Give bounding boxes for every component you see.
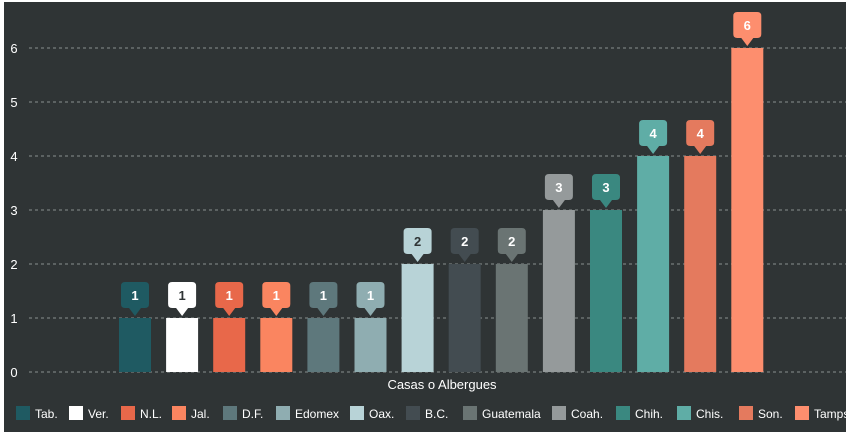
legend-item[interactable]: N.L. <box>121 406 162 421</box>
legend-label: Coah. <box>571 407 603 421</box>
x-axis-title: Casas o Albergues <box>387 377 497 392</box>
data-label-bubble <box>403 228 432 262</box>
legend-label: D.F. <box>242 407 263 421</box>
legend-swatch <box>223 406 237 420</box>
y-tick-label: 4 <box>10 149 17 164</box>
legend-label: Chih. <box>635 407 663 421</box>
legend-label: Tamps <box>814 407 846 421</box>
data-label-bubble <box>356 282 385 316</box>
chart-frame: 0 1 2 3 4 5 6 1 1 1 1 1 1 2 2 2 3 3 4 4 6 Casas o Albergues… <box>4 2 846 432</box>
data-label: 3 <box>602 180 609 195</box>
bar-chart: 0 1 2 3 4 5 6 1 1 1 1 1 1 2 2 2 3 3 4 4 6 Casas o Albergues… <box>10 12 846 421</box>
legend-label: Guatemala <box>482 407 541 421</box>
legend-label: Chis. <box>696 407 723 421</box>
legend-label: Jal. <box>191 407 210 421</box>
bar[interactable] <box>637 156 670 372</box>
data-label-bubble <box>309 282 338 316</box>
data-label: 1 <box>367 288 374 303</box>
data-label: 1 <box>273 288 280 303</box>
data-label: 1 <box>226 288 233 303</box>
y-tick-label: 3 <box>10 203 17 218</box>
data-label-bubble <box>168 282 197 316</box>
legend-item[interactable]: Tamps <box>795 406 846 421</box>
legend-label: Son. <box>758 407 783 421</box>
bar[interactable] <box>119 318 151 372</box>
data-label: 2 <box>461 234 468 249</box>
legend-item[interactable]: Jal. <box>172 406 210 421</box>
data-label: 3 <box>555 180 562 195</box>
legend-swatch <box>616 406 630 420</box>
legend-swatch <box>463 406 477 420</box>
legend-swatch <box>350 406 364 420</box>
legend-item[interactable]: Guatemala <box>463 406 541 421</box>
y-tick-label: 5 <box>10 95 17 110</box>
data-label-bubble <box>121 282 149 316</box>
data-label: 2 <box>508 234 515 249</box>
legend-item[interactable]: Tab. <box>16 406 58 421</box>
legend-swatch <box>172 406 186 420</box>
legend-item[interactable]: D.F. <box>223 406 263 421</box>
data-label: 1 <box>131 288 138 303</box>
legend-label: Oax. <box>369 407 394 421</box>
bar[interactable] <box>307 318 340 372</box>
bar[interactable] <box>166 318 199 372</box>
bar[interactable] <box>354 318 387 372</box>
data-label: 1 <box>178 288 185 303</box>
data-label-bubble <box>592 174 620 208</box>
data-label-bubble <box>497 228 526 262</box>
bar[interactable] <box>590 210 622 372</box>
data-label: 1 <box>320 288 327 303</box>
data-label: 6 <box>744 18 751 33</box>
data-label-bubble <box>262 282 291 316</box>
bar[interactable] <box>401 264 434 372</box>
legend-label: Edomex <box>295 407 339 421</box>
bar[interactable] <box>684 156 717 372</box>
bars-layer <box>119 48 764 372</box>
legend-swatch <box>406 406 420 420</box>
bar[interactable] <box>213 318 246 372</box>
data-label-bubble <box>733 12 762 46</box>
bar[interactable] <box>542 210 575 372</box>
legend-swatch <box>121 406 135 420</box>
legend-item[interactable]: Ver. <box>69 406 109 421</box>
y-tick-label: 1 <box>10 311 17 326</box>
legend-swatch <box>16 406 30 420</box>
legend-item[interactable]: Oax. <box>350 406 394 421</box>
data-label-bubble <box>544 174 573 208</box>
data-label: 4 <box>697 126 705 141</box>
data-label-bubble <box>639 120 668 154</box>
bar[interactable] <box>448 264 481 372</box>
y-tick-label: 0 <box>10 365 17 380</box>
legend-label: Tab. <box>35 407 58 421</box>
bar[interactable] <box>731 48 764 372</box>
legend-item[interactable]: Son. <box>739 406 783 421</box>
legend-item[interactable]: Chih. <box>616 406 663 421</box>
legend-swatch <box>552 406 566 420</box>
legend-label: Ver. <box>88 407 109 421</box>
legend-item[interactable]: Chis. <box>677 406 723 421</box>
data-label-bubble <box>450 228 479 262</box>
legend-label: N.L. <box>140 407 162 421</box>
legend-swatch <box>69 406 83 420</box>
data-label: 4 <box>649 126 657 141</box>
legend-item[interactable]: Edomex <box>276 406 339 421</box>
bar[interactable] <box>495 264 528 372</box>
data-labels-layer: 1 1 1 1 1 1 2 2 2 3 3 4 4 6 <box>121 12 762 316</box>
y-tick-label: 6 <box>10 41 17 56</box>
data-label-bubble <box>215 282 244 316</box>
legend-swatch <box>276 406 290 420</box>
legend: Tab. Ver. N.L. Jal. D.F. Edomex Oax. B.C. Guatem… <box>16 406 846 421</box>
y-tick-label: 2 <box>10 257 17 272</box>
bar[interactable] <box>260 318 293 372</box>
legend-swatch <box>739 406 753 420</box>
data-label-bubble <box>686 120 715 154</box>
legend-item[interactable]: Coah. <box>552 406 603 421</box>
legend-swatch <box>677 406 691 420</box>
data-label: 2 <box>414 234 421 249</box>
legend-swatch <box>795 406 809 420</box>
legend-item[interactable]: B.C. <box>406 406 448 421</box>
legend-label: B.C. <box>425 407 448 421</box>
